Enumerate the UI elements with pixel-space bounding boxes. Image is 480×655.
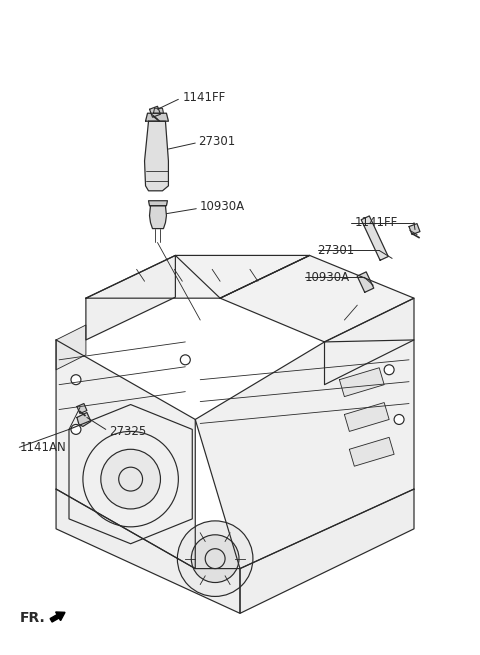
Text: FR.: FR. xyxy=(19,611,45,626)
Text: 1141FF: 1141FF xyxy=(182,91,226,104)
Polygon shape xyxy=(86,255,175,340)
Polygon shape xyxy=(349,438,394,466)
Polygon shape xyxy=(361,216,388,260)
Polygon shape xyxy=(357,272,374,292)
Polygon shape xyxy=(195,340,414,569)
Polygon shape xyxy=(324,298,414,384)
Polygon shape xyxy=(409,223,420,234)
Circle shape xyxy=(384,365,394,375)
Polygon shape xyxy=(154,108,164,113)
Text: 27325: 27325 xyxy=(109,425,146,438)
Text: 1141FF: 1141FF xyxy=(354,216,397,229)
Polygon shape xyxy=(220,255,414,342)
Polygon shape xyxy=(56,489,240,613)
Circle shape xyxy=(83,432,179,527)
Polygon shape xyxy=(145,113,168,121)
Text: 27301: 27301 xyxy=(318,244,355,257)
Polygon shape xyxy=(144,121,168,191)
Circle shape xyxy=(192,534,239,582)
Polygon shape xyxy=(150,206,167,229)
Polygon shape xyxy=(150,106,160,117)
Circle shape xyxy=(71,424,81,434)
Circle shape xyxy=(71,375,81,384)
Polygon shape xyxy=(86,255,310,298)
Polygon shape xyxy=(77,403,87,413)
Text: 10930A: 10930A xyxy=(305,271,350,284)
Polygon shape xyxy=(77,413,91,426)
Polygon shape xyxy=(56,340,195,569)
Circle shape xyxy=(178,521,253,597)
Polygon shape xyxy=(339,367,384,396)
Polygon shape xyxy=(148,200,168,206)
Polygon shape xyxy=(56,325,86,370)
Text: 10930A: 10930A xyxy=(199,200,244,214)
Circle shape xyxy=(394,415,404,424)
Circle shape xyxy=(180,355,190,365)
Polygon shape xyxy=(240,489,414,613)
Text: 1141AN: 1141AN xyxy=(19,441,66,454)
Text: 27301: 27301 xyxy=(198,134,236,147)
FancyArrow shape xyxy=(50,612,65,622)
Polygon shape xyxy=(344,403,389,432)
Circle shape xyxy=(101,449,160,509)
